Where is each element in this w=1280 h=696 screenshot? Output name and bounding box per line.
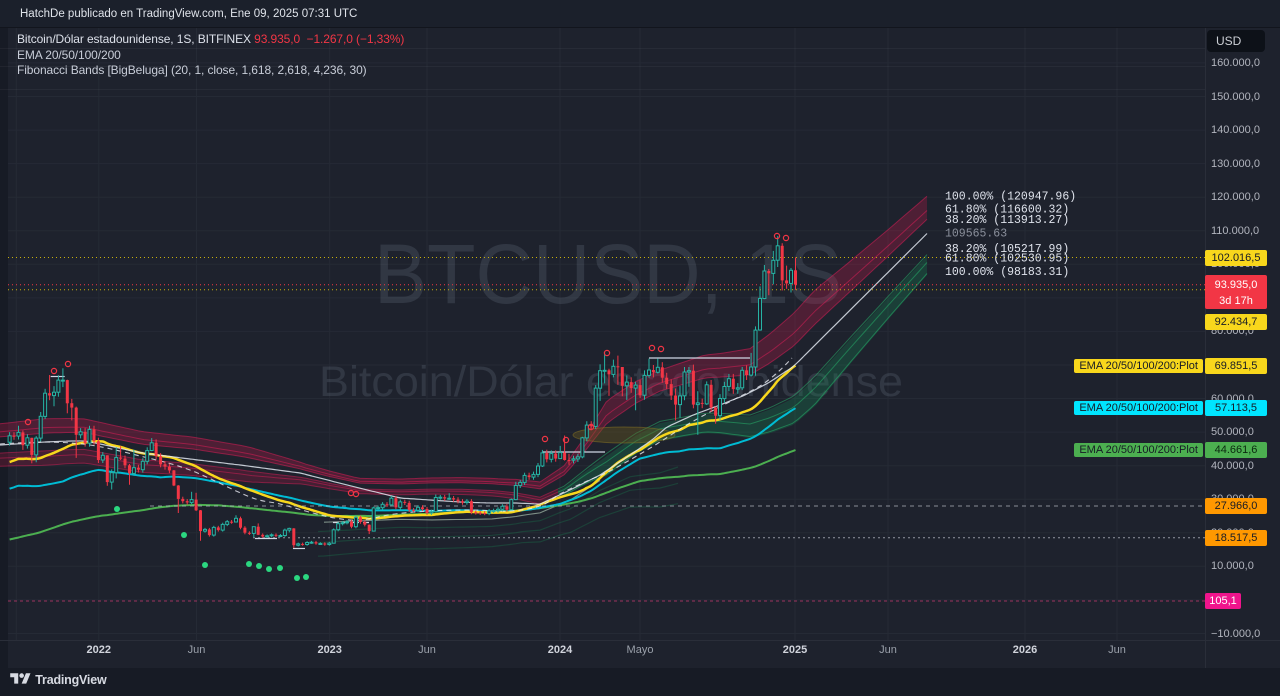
svg-text:61.80% (102530.95): 61.80% (102530.95) (945, 253, 1069, 266)
svg-text:61.80% (116600.32): 61.80% (116600.32) (945, 204, 1069, 217)
svg-text:BTCUSD, 1S: BTCUSD, 1S (374, 227, 842, 321)
svg-text:100.00% (98183.31): 100.00% (98183.31) (945, 266, 1069, 279)
svg-text:109565.63: 109565.63 (945, 228, 1007, 241)
svg-text:100.00% (120947.96): 100.00% (120947.96) (945, 191, 1076, 204)
svg-text:38.20% (113913.27): 38.20% (113913.27) (945, 214, 1069, 227)
svg-text:38.20% (105217.99): 38.20% (105217.99) (945, 243, 1069, 256)
